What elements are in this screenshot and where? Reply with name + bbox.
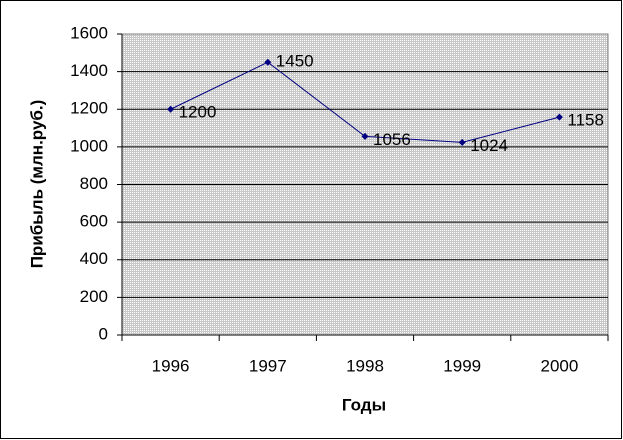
x-tick-label: 2000: [540, 356, 578, 375]
data-point: [361, 132, 369, 140]
y-tick-label: 0: [99, 324, 108, 343]
x-tick-label: 1999: [443, 356, 481, 375]
x-tick-label: 1998: [346, 356, 384, 375]
data-point: [264, 58, 272, 66]
data-point: [167, 105, 175, 113]
x-tick-label: 1997: [249, 356, 287, 375]
x-tick-label: 1996: [152, 356, 190, 375]
y-tick-label: 800: [80, 174, 108, 193]
data-point: [458, 138, 466, 146]
data-label: 1450: [276, 52, 314, 71]
y-tick-label: 1600: [70, 23, 108, 42]
data-label: 1200: [179, 103, 217, 122]
x-axis-title: Годы: [342, 395, 386, 414]
y-axis-title: Прибыль (млн.руб.): [27, 100, 46, 269]
y-tick-label: 1400: [70, 61, 108, 80]
y-tick-label: 1000: [70, 136, 108, 155]
y-tick-label: 1200: [70, 99, 108, 118]
data-label: 1056: [373, 130, 411, 149]
y-tick-label: 400: [80, 249, 108, 268]
data-label: 1024: [470, 136, 508, 155]
data-label: 1158: [567, 111, 604, 130]
data-point: [555, 113, 563, 121]
y-tick-label: 600: [80, 212, 108, 231]
y-tick-label: 200: [80, 287, 108, 306]
